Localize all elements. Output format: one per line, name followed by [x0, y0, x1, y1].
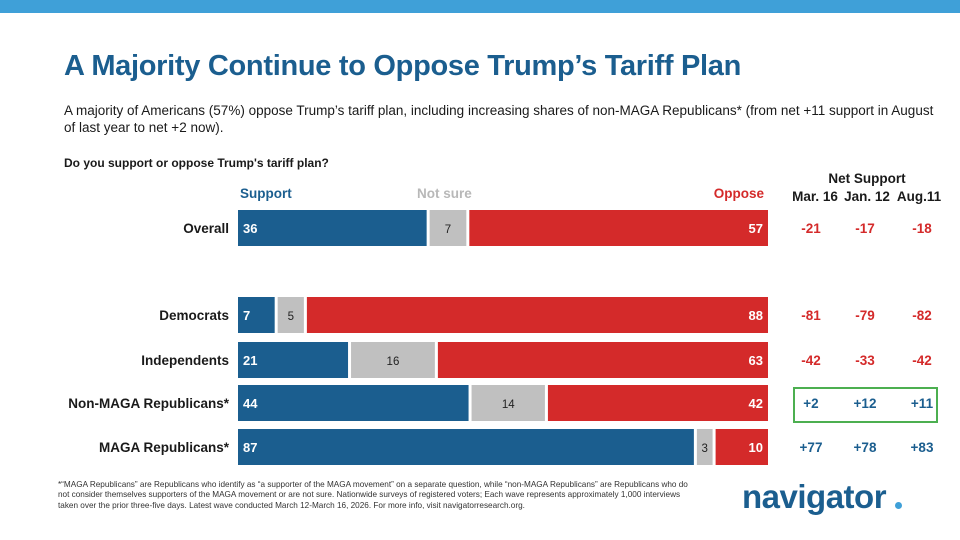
data-label-oppose-non-maga-republicans: 42 [749, 396, 763, 411]
bar-not-sure-non-maga-republicans [471, 385, 545, 421]
category-label-overall: Overall [183, 221, 229, 236]
data-label-support-democrats: 7 [243, 308, 250, 323]
data-label-support-independents: 21 [243, 353, 257, 368]
bar-support-overall [238, 210, 427, 246]
bar-oppose-overall [469, 210, 768, 246]
data-label-oppose-maga-republicans: 10 [749, 440, 763, 455]
category-label-non-maga-republicans: Non-MAGA Republicans* [68, 396, 230, 411]
bar-support-independents [238, 342, 349, 378]
net-value-overall-1: -17 [855, 221, 875, 236]
data-label-not-sure-independents: 16 [387, 356, 400, 368]
net-value-independents-0: -42 [801, 353, 821, 368]
category-label-maga-republicans: MAGA Republicans* [99, 440, 230, 455]
bar-not-sure-independents [351, 342, 435, 378]
net-value-non-maga-republicans-1: +12 [854, 396, 877, 411]
data-label-support-non-maga-republicans: 44 [243, 396, 258, 411]
logo-dot [895, 502, 902, 509]
data-label-not-sure-democrats: 5 [288, 311, 294, 323]
data-label-support-overall: 36 [243, 221, 257, 236]
category-label-independents: Independents [141, 353, 229, 368]
net-value-independents-2: -42 [912, 353, 932, 368]
survey-question: Do you support or oppose Trump's tariff … [64, 156, 329, 170]
data-label-not-sure-maga-republicans: 3 [702, 443, 708, 455]
page-subtitle: A majority of Americans (57%) oppose Tru… [64, 103, 934, 135]
bar-not-sure-democrats [277, 297, 304, 333]
bar-support-maga-republicans [238, 429, 694, 465]
data-label-support-maga-republicans: 87 [243, 440, 257, 455]
net-value-overall-2: -18 [912, 221, 932, 236]
navigator-logo: navigator [742, 478, 887, 515]
bar-oppose-maga-republicans [715, 429, 768, 465]
page-title: A Majority Continue to Oppose Trump’s Ta… [64, 50, 742, 82]
net-value-maga-republicans-0: +77 [800, 440, 823, 455]
net-support-title: Net Support [828, 171, 906, 186]
data-label-oppose-independents: 63 [749, 353, 763, 368]
data-label-oppose-democrats: 88 [749, 308, 763, 323]
net-value-non-maga-republicans-0: +2 [803, 396, 818, 411]
bar-support-non-maga-republicans [238, 385, 469, 421]
net-value-maga-republicans-2: +83 [911, 440, 934, 455]
bar-not-sure-overall [429, 210, 467, 246]
net-col-header-jan12: Jan. 12 [844, 189, 890, 204]
bar-not-sure-maga-republicans [696, 429, 713, 465]
net-col-header-mar16: Mar. 16 [792, 189, 838, 204]
net-value-democrats-1: -79 [855, 308, 875, 323]
net-value-independents-1: -33 [855, 353, 875, 368]
net-value-non-maga-republicans-2: +11 [911, 396, 934, 411]
bar-oppose-independents [437, 342, 768, 378]
data-label-not-sure-non-maga-republicans: 14 [502, 399, 515, 411]
top-accent-bar [0, 0, 960, 13]
legend-oppose: Oppose [713, 186, 764, 201]
legend-not-sure: Not sure [417, 186, 472, 201]
category-label-democrats: Democrats [159, 308, 229, 323]
net-value-overall-0: -21 [801, 221, 821, 236]
footnote: *“MAGA Republicans” are Republicans who … [58, 480, 688, 510]
net-value-democrats-2: -82 [912, 308, 932, 323]
legend-support: Support [240, 186, 292, 201]
data-label-not-sure-overall: 7 [445, 224, 451, 236]
bar-oppose-non-maga-republicans [547, 385, 768, 421]
net-highlight-box [793, 387, 938, 423]
data-label-oppose-overall: 57 [749, 221, 763, 236]
bar-support-democrats [238, 297, 275, 333]
bar-oppose-democrats [306, 297, 768, 333]
net-value-democrats-0: -81 [801, 308, 821, 323]
net-value-maga-republicans-1: +78 [854, 440, 877, 455]
net-col-header-aug11: Aug.11 [896, 189, 942, 204]
